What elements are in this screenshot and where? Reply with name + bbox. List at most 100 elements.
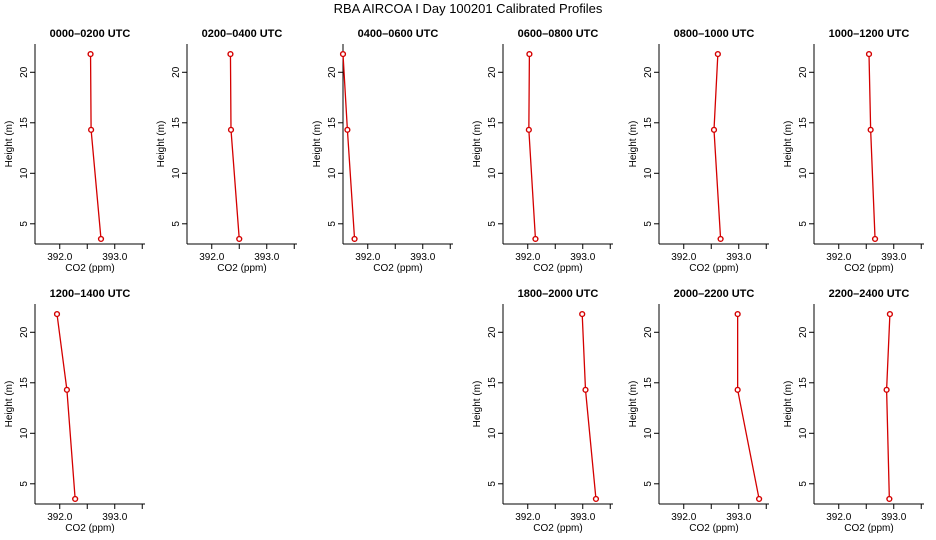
data-point <box>63 386 71 393</box>
y-tick-label: 15 <box>19 117 30 129</box>
x-tick-label: 392.0 <box>826 252 851 263</box>
y-axis-label: Height (m) <box>156 121 167 168</box>
data-point <box>339 51 347 58</box>
data-point <box>236 235 243 243</box>
y-tick-label: 15 <box>487 117 498 129</box>
series-line <box>342 54 356 239</box>
y-tick-label: 5 <box>798 481 809 487</box>
panel-3: 0600–0800 UTC 392.0 393.0 5 10 15 20 CO2 (ppm) H… <box>472 28 613 274</box>
x-tick-label: 393.0 <box>102 512 127 523</box>
series-line <box>528 54 537 239</box>
y-tick-label: 5 <box>19 221 30 227</box>
panel-title: 1800–2000 UTC <box>518 288 599 300</box>
x-tick-label: 393.0 <box>726 252 751 263</box>
y-tick-label: 10 <box>798 167 809 179</box>
y-tick-label: 5 <box>798 221 809 227</box>
data-point <box>344 126 351 133</box>
x-tick-label: 393.0 <box>570 252 595 263</box>
y-tick-label: 20 <box>643 326 654 338</box>
x-tick-label: 392.0 <box>826 512 851 523</box>
data-point <box>532 235 539 243</box>
data-point <box>582 386 589 393</box>
x-axis-label: CO2 (ppm) <box>689 263 738 274</box>
y-tick-label: 5 <box>643 221 654 227</box>
x-tick-label: 392.0 <box>199 252 224 263</box>
panel-title: 1200–1400 UTC <box>50 288 131 300</box>
panel-6: 1200–1400 UTC 392.0 393.0 5 10 15 20 CO2 (ppm) H… <box>4 288 145 534</box>
x-tick-label: 392.0 <box>671 252 696 263</box>
data-point <box>883 386 890 393</box>
panel-0: 0000–0200 UTC 392.0 393.0 5 10 15 20 CO2 (ppm) H… <box>4 28 145 274</box>
data-point <box>886 311 894 318</box>
data-point <box>87 126 95 133</box>
y-tick-label: 20 <box>19 326 30 338</box>
y-tick-label: 10 <box>171 167 182 179</box>
panel-title: 0600–0800 UTC <box>518 28 599 40</box>
data-point <box>525 126 532 133</box>
series-line <box>89 54 102 240</box>
data-point <box>755 495 763 503</box>
y-tick-label: 10 <box>643 167 654 179</box>
y-tick-label: 20 <box>798 66 809 78</box>
x-tick-label: 392.0 <box>355 252 380 263</box>
x-axis-label: CO2 (ppm) <box>533 263 582 274</box>
y-tick-label: 15 <box>487 377 498 389</box>
x-axis-label: CO2 (ppm) <box>373 263 422 274</box>
data-point <box>865 51 873 58</box>
y-tick-label: 15 <box>643 377 654 389</box>
x-axis-label: CO2 (ppm) <box>844 523 893 534</box>
series-line <box>868 54 876 239</box>
data-point <box>714 51 721 58</box>
panel-title: 0200–0400 UTC <box>202 28 283 40</box>
series-line <box>581 314 597 500</box>
y-tick-label: 5 <box>171 221 182 227</box>
y-axis-label: Height (m) <box>628 381 639 428</box>
panel-title: 0800–1000 UTC <box>674 28 755 40</box>
y-tick-label: 10 <box>487 427 498 439</box>
y-tick-label: 20 <box>327 66 338 78</box>
y-tick-label: 15 <box>19 377 30 389</box>
panel-7: 1800–2000 UTC 392.0 393.0 5 10 15 20 CO2 (ppm) H… <box>472 288 613 534</box>
x-axis-label: CO2 (ppm) <box>217 263 266 274</box>
y-axis-label: Height (m) <box>783 121 794 168</box>
y-tick-label: 5 <box>327 221 338 227</box>
series-line <box>737 314 760 500</box>
x-tick-label: 393.0 <box>726 512 751 523</box>
y-axis-label: Height (m) <box>4 121 15 168</box>
panel-title: 1000–1200 UTC <box>829 28 910 40</box>
data-point <box>526 51 533 58</box>
y-tick-label: 10 <box>327 167 338 179</box>
panel-2: 0400–0600 UTC 392.0 393.0 5 10 15 20 CO2 (ppm) H… <box>312 28 453 274</box>
data-point <box>886 495 893 503</box>
y-tick-label: 15 <box>327 117 338 129</box>
series-line <box>56 314 76 499</box>
y-tick-label: 20 <box>171 66 182 78</box>
y-tick-label: 10 <box>798 427 809 439</box>
data-point <box>592 495 600 503</box>
x-tick-label: 392.0 <box>47 512 72 523</box>
data-point <box>227 126 235 133</box>
x-tick-label: 393.0 <box>881 512 906 523</box>
figure-title: RBA AIRCOA I Day 100201 Calibrated Profi… <box>334 1 603 16</box>
x-tick-label: 393.0 <box>254 252 279 263</box>
y-tick-label: 10 <box>487 167 498 179</box>
y-tick-label: 5 <box>19 481 30 487</box>
y-axis-label: Height (m) <box>472 121 483 168</box>
x-axis-label: CO2 (ppm) <box>65 263 114 274</box>
panel-title: 2200–2400 UTC <box>829 288 910 300</box>
panel-5: 1000–1200 UTC 392.0 393.0 5 10 15 20 CO2 (ppm) H… <box>783 28 924 274</box>
y-tick-label: 20 <box>798 326 809 338</box>
data-point <box>53 311 61 318</box>
x-tick-label: 392.0 <box>515 512 540 523</box>
y-tick-label: 20 <box>643 66 654 78</box>
y-tick-label: 5 <box>487 481 498 487</box>
y-axis-label: Height (m) <box>783 381 794 428</box>
y-tick-label: 5 <box>643 481 654 487</box>
data-point <box>867 126 874 133</box>
data-point <box>72 495 79 503</box>
y-tick-label: 5 <box>487 221 498 227</box>
y-axis-label: Height (m) <box>312 121 323 168</box>
y-tick-label: 10 <box>643 427 654 439</box>
y-tick-label: 10 <box>19 167 30 179</box>
